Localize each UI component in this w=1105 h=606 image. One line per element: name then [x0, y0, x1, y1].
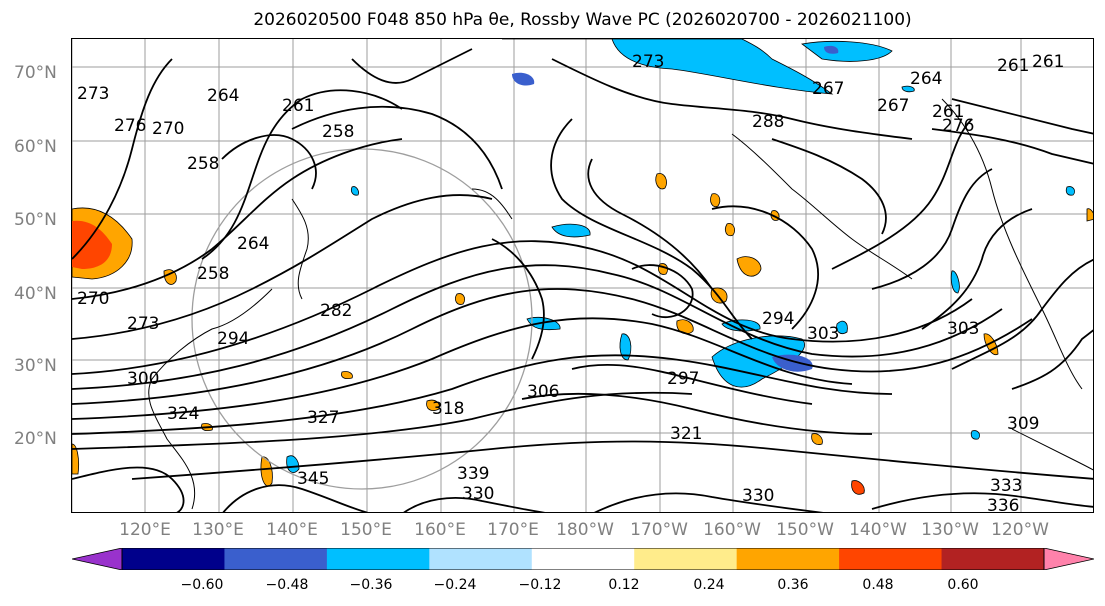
colorbar-tick-label: −0.12: [518, 577, 562, 593]
contour-label: 330: [742, 486, 774, 506]
lon-label-120w: 120°W: [991, 520, 1049, 540]
map-gridlines: [72, 39, 1093, 512]
colorbar-segment: [429, 548, 533, 570]
map-area: 273 276 270 264 261 258 258 264 267 261 …: [71, 38, 1094, 513]
contour-label: 324: [167, 404, 199, 424]
contour-label: 270: [77, 289, 109, 309]
lon-label-130e: 130°E: [192, 520, 244, 540]
contour-label: 306: [527, 382, 559, 402]
positive-anomaly-shading: [72, 173, 1093, 495]
contour-labels: 273 276 270 264 261 258 258 264 267 261 …: [77, 52, 1064, 513]
colorbar: [72, 548, 1094, 570]
lat-label-70n: 70°N: [14, 63, 57, 83]
lon-label-120e: 120°E: [119, 520, 171, 540]
colorbar-low-extend: [72, 548, 123, 570]
lon-label-180w: 180°W: [556, 520, 614, 540]
contour-label: 258: [187, 154, 219, 174]
projection-guide-circle: [191, 148, 533, 490]
contour-label: 258: [322, 122, 354, 142]
lon-label-170e: 170°E: [487, 520, 539, 540]
contour-label: 309: [1007, 414, 1039, 434]
contour-label: 273: [632, 52, 664, 72]
contour-label: 333: [990, 476, 1022, 496]
contour-label: 288: [752, 112, 784, 132]
colorbar-segment: [326, 548, 430, 570]
contour-label: 294: [217, 329, 249, 349]
contour-label: 327: [307, 408, 339, 428]
contour-label: 270: [152, 119, 184, 139]
colorbar-outline: [121, 548, 1045, 570]
lon-label-170w: 170°W: [630, 520, 688, 540]
colorbar-tick-label: −0.36: [349, 577, 393, 593]
contour-label: 261: [997, 56, 1029, 76]
contour-label: 273: [127, 314, 159, 334]
contour-label: 294: [762, 309, 794, 329]
contour-label: 276: [114, 116, 146, 136]
contour-label: 267: [812, 79, 844, 99]
contour-label: 261: [932, 102, 964, 122]
colorbar-tick-label: 0.36: [777, 577, 809, 593]
contour-label: 297: [667, 369, 699, 389]
lat-label-20n: 20°N: [14, 429, 57, 449]
lon-label-140w: 140°W: [849, 520, 907, 540]
theta-e-contour-map: 273 276 270 264 261 258 258 264 267 261 …: [72, 39, 1093, 513]
contour-label: 282: [320, 301, 352, 321]
colorbar-segment: [122, 548, 225, 570]
contour-label: 318: [432, 399, 464, 419]
contour-label: 264: [207, 86, 239, 106]
map-title: 2026020500 F048 850 hPa θe, Rossby Wave …: [253, 10, 912, 30]
contour-label: 330: [462, 484, 494, 504]
colorbar-tick-label: −0.24: [433, 577, 477, 593]
colorbar-segment: [941, 548, 1045, 570]
contour-label: 258: [197, 264, 229, 284]
colorbar-tick-label: −0.60: [180, 577, 224, 593]
colorbar-tick-label: 0.48: [862, 577, 894, 593]
contour-label: 264: [910, 69, 942, 89]
colorbar-segment: [839, 548, 943, 570]
contour-label: 303: [947, 319, 979, 339]
colorbar-tick-label: 0.60: [947, 577, 979, 593]
colorbar-segment: [634, 548, 738, 570]
lon-label-150w: 150°W: [776, 520, 834, 540]
colorbar-segment: [531, 548, 635, 570]
lat-label-30n: 30°N: [14, 356, 57, 376]
coastlines: [148, 98, 1093, 510]
colorbar-tick-label: 0.12: [608, 577, 640, 593]
lon-label-160e: 160°E: [414, 520, 466, 540]
contour-label: 276: [942, 116, 974, 136]
lat-label-40n: 40°N: [14, 284, 57, 304]
colorbar-segment: [736, 548, 840, 570]
contour-label: 264: [237, 234, 269, 254]
contour-label: 261: [1032, 52, 1064, 72]
lon-label-140e: 140°E: [266, 520, 318, 540]
contour-label: 261: [282, 96, 314, 116]
contour-label: 339: [457, 464, 489, 484]
lon-label-150e: 150°E: [340, 520, 392, 540]
lon-label-130w: 130°W: [921, 520, 979, 540]
lat-label-60n: 60°N: [14, 137, 57, 157]
lat-label-50n: 50°N: [14, 210, 57, 230]
contour-label: 273: [77, 84, 109, 104]
contour-label: 267: [877, 96, 909, 116]
contour-label: 303: [807, 324, 839, 344]
colorbar-segment: [224, 548, 328, 570]
colorbar-high-extend: [1043, 548, 1094, 570]
theta-e-contours: [72, 48, 1093, 512]
colorbar-tick-label: −0.48: [265, 577, 309, 593]
contour-label: 300: [127, 369, 159, 389]
contour-label: 321: [670, 424, 702, 444]
contour-label: 345: [297, 469, 329, 489]
lon-label-160w: 160°W: [703, 520, 761, 540]
contour-label: 336: [987, 496, 1019, 513]
colorbar-tick-label: 0.24: [693, 577, 725, 593]
